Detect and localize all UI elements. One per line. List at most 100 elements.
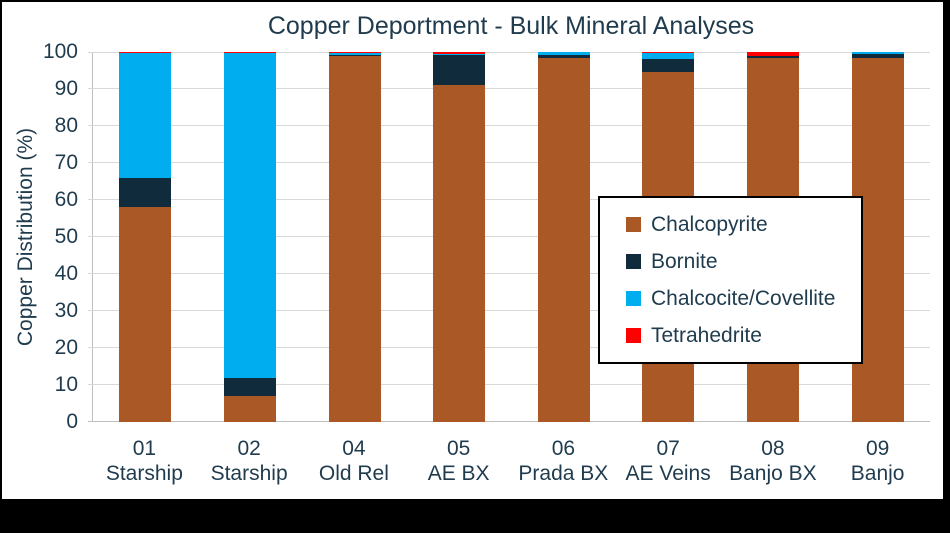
segment-chalcopyrite-06: [537, 57, 590, 422]
legend-swatch-chalcopyrite-icon: [626, 217, 641, 232]
legend-label-tetrahedrite: Tetrahedrite: [651, 323, 762, 347]
segment-chalcocite-covellite-06: [537, 52, 590, 55]
x-label-code: 07: [656, 437, 680, 460]
segment-chalcocite-covellite-04: [328, 53, 381, 55]
segment-chalcopyrite-02: [223, 396, 276, 422]
y-tick-label-70: 70: [54, 151, 78, 174]
segment-bornite-08: [747, 55, 800, 59]
gridline-70: [88, 162, 930, 163]
x-label-05: 05 AE BX: [406, 436, 511, 486]
x-label-01: 01 Starship: [92, 436, 197, 486]
gridline-80: [88, 125, 930, 126]
gridline-100: [88, 52, 930, 53]
x-label-04: 04 Old Rel: [302, 436, 407, 486]
x-axis-line: [88, 421, 930, 422]
x-label-02: 02 Starship: [197, 436, 302, 486]
legend-label-chalcocite-covellite: Chalcocite/Covellite: [651, 286, 836, 310]
gridline-50: [88, 236, 930, 237]
x-label-name: AE BX: [427, 462, 490, 485]
x-axis-labels: 01 Starship 02 Starship 04 Old Rel 05 AE BX 06 Pr…: [92, 436, 930, 486]
gridline-40: [88, 273, 930, 274]
x-label-name: Old Rel: [318, 462, 389, 485]
gridline-30: [88, 310, 930, 311]
segment-tetrahedrite-05: [433, 52, 486, 54]
y-tick-label-40: 40: [54, 262, 78, 285]
segment-bornite-04: [328, 54, 381, 57]
x-label-name: AE Veins: [625, 462, 711, 485]
segment-chalcopyrite-04: [328, 56, 381, 422]
legend: Chalcopyrite Bornite Chalcocite/Covellite T…: [598, 196, 863, 364]
x-label-name: Banjo BX: [729, 462, 817, 485]
segment-tetrahedrite-07: [642, 52, 695, 54]
segment-bornite-05: [433, 55, 486, 86]
x-label-code: 02: [237, 437, 261, 460]
legend-swatch-bornite-icon: [626, 254, 641, 269]
x-label-code: 04: [342, 437, 366, 460]
gridline-20: [88, 347, 930, 348]
bar-slot-06: [512, 52, 617, 422]
x-label-07: 07 AE Veins: [616, 436, 721, 486]
x-label-code: 05: [446, 437, 471, 460]
bars-layer: [93, 52, 930, 422]
x-label-code: 09: [865, 437, 890, 460]
segment-bornite-07: [642, 59, 695, 73]
x-label-name: Banjo: [850, 462, 905, 485]
legend-swatch-chalcocite-covellite-icon: [626, 291, 641, 306]
x-label-name: Prada BX: [518, 462, 609, 485]
segment-chalcocite-covellite-02: [223, 53, 276, 378]
plot-area: [88, 52, 930, 422]
stacked-bar-05: [433, 52, 486, 422]
stacked-bar-04: [328, 52, 381, 422]
segment-bornite-06: [537, 54, 590, 58]
legend-item-bornite: Bornite: [626, 247, 855, 276]
legend-label-chalcopyrite: Chalcopyrite: [651, 212, 768, 236]
x-label-08: 08 Banjo BX: [721, 436, 826, 486]
segment-tetrahedrite-02: [223, 52, 276, 54]
y-tick-label-100: 100: [42, 40, 78, 63]
legend-swatch-tetrahedrite-icon: [626, 328, 641, 343]
bar-slot-02: [198, 52, 303, 422]
y-tick-label-60: 60: [54, 188, 78, 211]
segment-chalcocite-covellite-07: [642, 53, 695, 60]
segment-bornite-09: [851, 53, 904, 58]
segment-chalcopyrite-01: [119, 207, 172, 422]
y-tick-label-20: 20: [54, 336, 78, 359]
y-tick-label-90: 90: [54, 77, 78, 100]
x-label-name: Starship: [210, 462, 288, 485]
chart-panel: Copper Deportment - Bulk Mineral Analyse…: [2, 2, 943, 499]
legend-label-bornite: Bornite: [651, 249, 718, 273]
legend-item-chalcopyrite: Chalcopyrite: [626, 210, 855, 239]
x-label-code: 01: [132, 437, 157, 460]
bar-slot-01: [93, 52, 198, 422]
bar-slot-05: [407, 52, 512, 422]
chart-title: Copper Deportment - Bulk Mineral Analyse…: [267, 12, 755, 40]
legend-item-tetrahedrite: Tetrahedrite: [626, 321, 855, 350]
segment-bornite-01: [119, 177, 172, 208]
segment-chalcocite-covellite-01: [119, 53, 172, 178]
gridline-60: [88, 199, 930, 200]
bar-slot-04: [302, 52, 407, 422]
gridline-10: [88, 384, 930, 385]
stacked-bar-02: [223, 52, 276, 422]
legend-item-chalcocite-covellite: Chalcocite/Covellite: [626, 284, 855, 313]
segment-chalcocite-covellite-05: [433, 53, 486, 56]
segment-tetrahedrite-04: [328, 52, 381, 54]
y-tick-label-80: 80: [54, 114, 78, 137]
x-label-code: 08: [761, 437, 785, 460]
stacked-bar-06: [537, 52, 590, 422]
x-label-09: 09 Banjo: [825, 436, 930, 486]
gridline-90: [88, 88, 930, 89]
y-tick-label-10: 10: [54, 373, 78, 396]
y-axis-tick-labels: 0 10 20 30 40 50 60 70 80 90 100: [2, 40, 88, 433]
segment-chalcopyrite-05: [433, 85, 486, 422]
x-label-code: 06: [551, 437, 576, 460]
x-label-name: Starship: [105, 462, 183, 485]
y-tick-label-0: 0: [66, 410, 78, 433]
segment-tetrahedrite-08: [747, 52, 800, 56]
y-tick-label-30: 30: [54, 299, 78, 322]
x-label-06: 06 Prada BX: [511, 436, 616, 486]
segment-chalcocite-covellite-09: [851, 52, 904, 54]
stacked-bar-01: [119, 52, 172, 422]
y-tick-label-50: 50: [54, 225, 78, 248]
